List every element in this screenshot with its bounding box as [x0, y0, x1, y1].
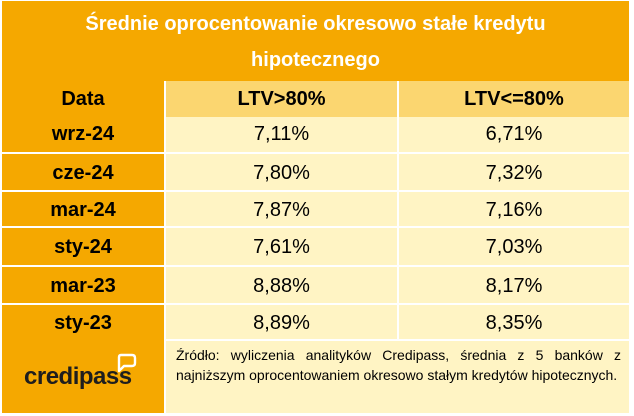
credipass-logo: credipass	[24, 363, 132, 390]
table-row: wrz-24 7,11% 6,71%	[2, 117, 629, 152]
row-ltv-above-80: 8,89%	[164, 305, 397, 341]
row-ltv-above-80: 7,61%	[164, 228, 397, 267]
row-date: mar-24	[2, 192, 164, 228]
row-date: sty-24	[2, 228, 164, 267]
header-row: Data LTV>80% LTV<=80%	[2, 81, 629, 117]
table-row: sty-23 8,89% 8,35%	[2, 303, 629, 341]
table-title: Średnie oprocentowanie okresowo stałe kr…	[2, 1, 629, 81]
row-ltv-up-to-80: 8,17%	[397, 267, 629, 305]
row-ltv-up-to-80: 6,71%	[397, 117, 629, 152]
row-date: wrz-24	[2, 117, 164, 152]
table-row: sty-24 7,61% 7,03%	[2, 226, 629, 267]
logo-cell: credipass	[2, 339, 164, 413]
row-date: sty-23	[2, 305, 164, 341]
row-ltv-up-to-80: 7,16%	[397, 192, 629, 228]
row-date: mar-23	[2, 267, 164, 305]
header-ltv-above-80: LTV>80%	[164, 81, 397, 117]
table-footer: credipass Źródło: wyliczenia analityków …	[2, 339, 629, 413]
rate-table: Średnie oprocentowanie okresowo stałe kr…	[2, 1, 629, 413]
table-row: cze-24 7,80% 7,32%	[2, 152, 629, 192]
row-ltv-above-80: 7,87%	[164, 192, 397, 228]
credipass-logo-mark-icon	[117, 353, 137, 373]
title-line-2: hipotecznego	[251, 49, 380, 71]
row-ltv-up-to-80: 8,35%	[397, 305, 629, 341]
source-note: Źródło: wyliczenia analityków Credipass,…	[164, 339, 629, 413]
table-row: mar-23 8,88% 8,17%	[2, 265, 629, 305]
row-ltv-up-to-80: 7,32%	[397, 154, 629, 192]
title-line-1: Średnie oprocentowanie okresowo stałe kr…	[85, 13, 546, 35]
row-ltv-above-80: 7,11%	[164, 117, 397, 152]
header-date: Data	[2, 81, 164, 117]
header-ltv-up-to-80: LTV<=80%	[397, 81, 629, 117]
table-row: mar-24 7,87% 7,16%	[2, 190, 629, 228]
row-date: cze-24	[2, 154, 164, 192]
row-ltv-above-80: 8,88%	[164, 267, 397, 305]
row-ltv-above-80: 7,80%	[164, 154, 397, 192]
row-ltv-up-to-80: 7,03%	[397, 228, 629, 267]
